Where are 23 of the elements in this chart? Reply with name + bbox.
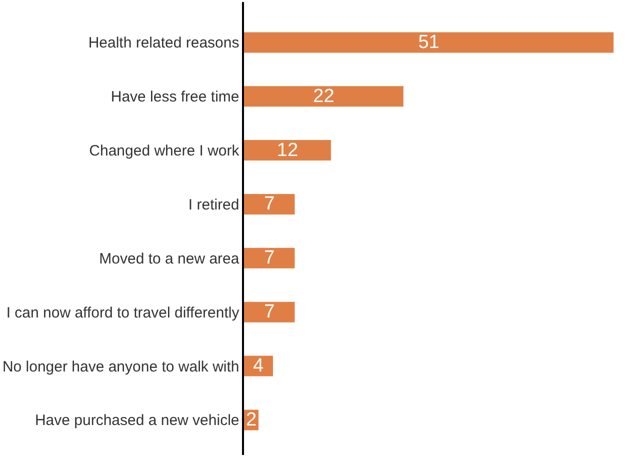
data-label: 7 — [264, 302, 275, 323]
data-label: 7 — [264, 248, 275, 269]
data-label: 12 — [276, 140, 298, 161]
data-label: 7 — [264, 194, 275, 215]
data-label: 51 — [418, 32, 440, 53]
y-tick-label: Have purchased a new vehicle — [34, 412, 240, 430]
bar — [244, 356, 273, 376]
bar — [244, 86, 404, 107]
y-tick-label: I retired — [188, 196, 240, 214]
data-label: 2 — [246, 409, 257, 430]
bar — [244, 32, 614, 53]
bar — [244, 248, 295, 268]
y-tick-label: Changed where I work — [89, 142, 240, 160]
y-tick-label: I can now afford to travel differently — [6, 304, 240, 322]
y-tick-label: Moved to a new area — [99, 250, 240, 268]
data-label: 22 — [313, 86, 334, 107]
bar — [244, 194, 295, 214]
data-label: 4 — [252, 356, 264, 377]
y-tick-label: No longer have anyone to walk with — [2, 358, 240, 376]
bar — [244, 302, 295, 322]
y-tick-label: Health related reasons — [88, 34, 240, 52]
bar — [244, 140, 331, 161]
y-tick-label: Have less free time — [110, 88, 240, 106]
